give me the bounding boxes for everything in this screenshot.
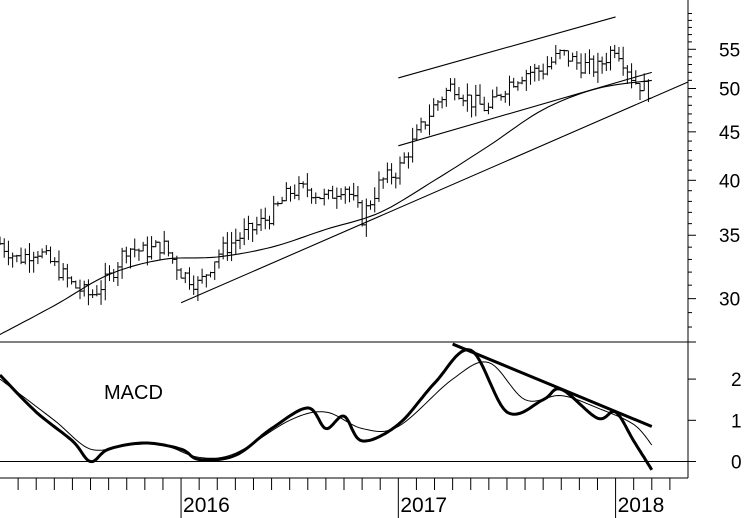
price-tick-label: 35	[719, 226, 740, 247]
price-bars	[0, 44, 652, 306]
macd-title: MACD	[104, 382, 163, 404]
macd-line	[0, 348, 654, 471]
price-tick-label: 55	[719, 40, 740, 61]
year-label: 2018	[618, 494, 665, 517]
price-tick-label: 40	[719, 171, 740, 192]
price-tick-label: 45	[719, 123, 740, 144]
price-trendlines	[180, 16, 689, 304]
date-minor-ticks	[17, 478, 671, 518]
price-trendline	[398, 16, 616, 79]
price-panel: 30 35 40 45 50 55	[0, 0, 740, 343]
macd-trendline	[452, 342, 653, 428]
macd-tick-label: 1	[731, 411, 742, 432]
year-label: 2017	[400, 494, 447, 517]
macd-tick-label: 2	[731, 370, 742, 391]
date-axis: 2016 2017 2018	[0, 477, 688, 518]
price-moving-average-line	[0, 79, 652, 335]
price-trendline	[180, 81, 689, 304]
price-trendline	[398, 71, 652, 147]
macd-signal-line	[0, 361, 653, 459]
price-tick-label: 50	[719, 79, 740, 100]
year-label: 2016	[183, 494, 230, 517]
price-axis-ticks: 30 35 40 45 50 55	[688, 12, 740, 328]
price-tick-label: 30	[719, 290, 740, 311]
date-labels: 2016 2017 2018	[183, 494, 664, 517]
macd-axis-ticks: 0 1 2	[688, 341, 742, 474]
macd-panel: MACD 0 1 2	[0, 341, 742, 478]
macd-tick-label: 0	[731, 453, 742, 474]
